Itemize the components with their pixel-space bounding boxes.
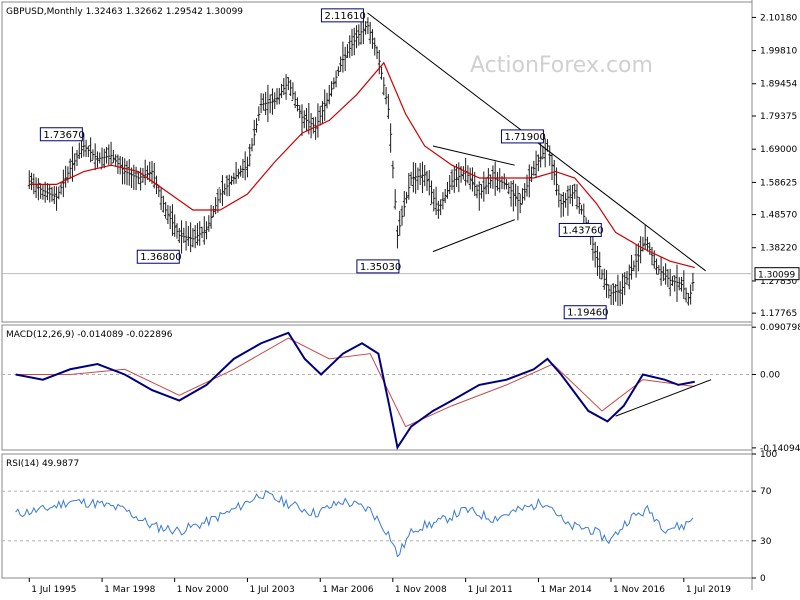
price-y-tick-label: 1.99810 (760, 47, 797, 57)
x-tick-label: 1 Mar 1998 (104, 585, 156, 595)
price-y-tick-label: 1.17765 (760, 309, 797, 319)
price-y-tick-label: 1.48570 (760, 211, 797, 221)
x-tick-label: 1 Nov 2016 (613, 585, 665, 595)
price-y-tick-label: 1.38220 (760, 244, 797, 254)
macd-panel-title: MACD(12,26,9) -0.014089 -0.022896 (6, 330, 173, 340)
macd-line (15, 331, 695, 450)
x-tick-label: 1 Mar 2014 (540, 585, 592, 595)
price-y-tick-label: 1.58625 (760, 178, 797, 188)
x-tick-label: 1 Nov 2008 (395, 585, 447, 595)
current-price-box (754, 267, 800, 281)
price-annotation-label: 1.36800 (140, 252, 181, 263)
macd-y-tick-label: 0.00 (760, 370, 780, 380)
price-annotation-box (563, 305, 607, 320)
rsi-y-tick-label: 0 (760, 574, 766, 584)
x-tick-label: 1 Jul 2019 (686, 585, 731, 595)
rsi-y-tick-label: 30 (760, 537, 772, 547)
price-annotation-box (558, 222, 602, 237)
price-annotation-box (320, 8, 364, 23)
price-trendline-2 (432, 145, 515, 166)
price-panel-title: GBPUSD,Monthly 1.32463 1.32662 1.29542 1… (6, 7, 243, 17)
rsi-y-tick-label: 100 (760, 450, 777, 460)
x-tick-label: 1 Jul 2011 (468, 585, 513, 595)
x-tick-label: 1 Nov 2000 (177, 585, 229, 595)
price-annotation-label: 1.19460 (567, 308, 608, 319)
macd-signal-line (15, 337, 695, 428)
watermark: ActionForex.com (470, 53, 653, 78)
x-tick-label: 1 Jul 2003 (249, 585, 294, 595)
price-annotation-label: 1.43760 (562, 225, 603, 236)
macd-trendline (615, 379, 712, 417)
macd-y-tick-label: -0.14094 (760, 444, 800, 454)
rsi-line (15, 489, 694, 558)
x-tick-label: 1 Mar 2006 (322, 585, 374, 595)
price-y-tick-label: 2.10180 (760, 13, 797, 23)
macd-panel-frame (1, 324, 753, 451)
x-tick-label: 1 Jul 1995 (31, 585, 76, 595)
price-y-tick-label: 1.79375 (760, 112, 797, 122)
price-y-tick-label: 1.69000 (760, 145, 797, 155)
rsi-panel-title: RSI(14) 49.9877 (6, 459, 79, 469)
price-annotation-label: 2.11610 (324, 11, 365, 22)
rsi-y-tick-label: 70 (760, 487, 772, 497)
price-annotation-box (39, 127, 83, 142)
price-trendline-3 (432, 219, 515, 253)
price-y-tick-label: 1.89454 (760, 80, 797, 90)
price-y-tick-label: 1.27830 (760, 277, 797, 287)
price-annotation-label: 1.73670 (43, 130, 84, 141)
macd-y-tick-label: 0.090798 (760, 323, 800, 333)
price-annotation-box (500, 129, 544, 144)
price-annotation-box (136, 249, 180, 264)
price-annotation-label: 1.35030 (360, 262, 401, 273)
price-annotation-label: 1.71900 (504, 132, 545, 143)
moving-average-line (29, 61, 695, 269)
current-price-label: 1.30099 (758, 271, 795, 281)
price-annotation-box (356, 259, 400, 274)
